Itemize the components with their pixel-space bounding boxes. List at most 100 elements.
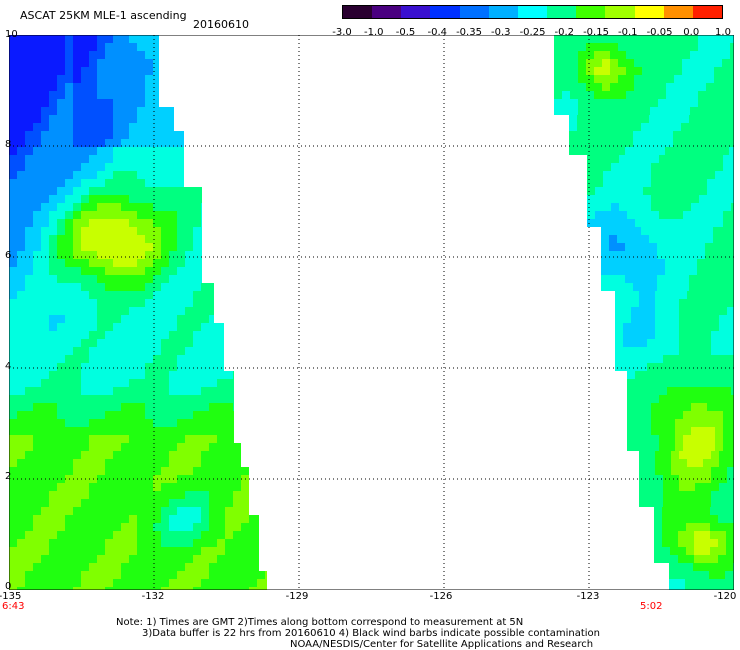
swath-cell — [713, 283, 721, 291]
swath-cell — [642, 51, 650, 59]
swath-cell — [662, 539, 670, 547]
swath-cell — [671, 363, 679, 371]
swath-cell — [65, 339, 73, 347]
swath-cell — [145, 555, 153, 563]
swath-cell — [105, 235, 113, 243]
swath-cell — [81, 115, 89, 123]
swath-cell — [89, 275, 97, 283]
swath-cell — [617, 259, 625, 267]
swath-cell — [689, 147, 697, 155]
swath-cell — [659, 179, 667, 187]
swath-cell — [658, 67, 666, 75]
swath-cell — [697, 251, 705, 259]
swath-cell — [209, 451, 217, 459]
swath-cell — [671, 307, 679, 315]
swath-cell — [25, 75, 33, 83]
swath-cell — [654, 515, 662, 523]
swath-cell — [723, 187, 731, 195]
swath-cell — [97, 411, 105, 419]
swath-cell — [711, 499, 719, 507]
swath-cell — [25, 443, 33, 451]
swath-cell — [209, 531, 217, 539]
swath-cell — [73, 91, 81, 99]
swath-cell — [665, 275, 673, 283]
swath-cell — [627, 403, 635, 411]
swath-cell — [193, 259, 201, 267]
swath-cell — [639, 331, 647, 339]
swath-cell — [602, 67, 610, 75]
swath-cell — [113, 347, 121, 355]
swath-cell — [721, 275, 729, 283]
swath-cell — [723, 427, 731, 435]
swath-cell — [649, 259, 657, 267]
swath-cell — [113, 555, 121, 563]
swath-cell — [113, 259, 121, 267]
swath-cell — [9, 75, 17, 83]
swath-cell — [81, 339, 89, 347]
swath-cell — [89, 163, 97, 171]
swath-cell — [89, 347, 97, 355]
swath-cell — [153, 355, 161, 363]
swath-cell — [89, 59, 97, 67]
swath-cell — [153, 379, 161, 387]
swath-cell — [233, 419, 234, 427]
swath-cell — [137, 411, 145, 419]
swath-cell — [145, 531, 153, 539]
swath-cell — [9, 371, 17, 379]
swath-cell — [137, 235, 145, 243]
swath-cell — [729, 275, 734, 283]
swath-cell — [713, 115, 721, 123]
swath-cell — [731, 419, 734, 427]
swath-cell — [602, 83, 610, 91]
swath-cell — [89, 75, 97, 83]
swath-cell — [233, 499, 241, 507]
colorbar-label: -0.15 — [583, 27, 609, 38]
swath-cell — [586, 59, 594, 67]
swath-cell — [169, 275, 177, 283]
swath-cell — [65, 539, 73, 547]
swath-cell — [679, 491, 687, 499]
swath-cell — [675, 219, 683, 227]
swath-cell — [137, 91, 145, 99]
swath-cell — [703, 491, 711, 499]
swath-cell — [225, 507, 233, 515]
colorbar-label: -1.0 — [363, 27, 384, 38]
swath-cell — [713, 139, 721, 147]
swath-cell — [603, 195, 611, 203]
swath-cell — [121, 411, 129, 419]
swath-cell — [9, 195, 17, 203]
swath-cell — [683, 203, 691, 211]
swath-cell — [593, 115, 601, 123]
swath-cell — [41, 467, 49, 475]
swath-cell — [17, 451, 25, 459]
swath-cell — [81, 571, 89, 579]
swath-cell — [49, 99, 57, 107]
swath-cell — [153, 211, 161, 219]
swath-cell — [193, 203, 201, 211]
swath-cell — [193, 307, 201, 315]
swath-cell — [81, 91, 89, 99]
swath-cell — [729, 227, 734, 235]
swath-cell — [105, 339, 113, 347]
swath-cell — [153, 283, 161, 291]
swath-cell — [586, 51, 594, 59]
swath-cell — [97, 219, 105, 227]
swath-cell — [73, 571, 81, 579]
swath-cell — [89, 67, 97, 75]
swath-cell — [73, 195, 81, 203]
swath-cell — [25, 275, 33, 283]
swath-cell — [73, 515, 81, 523]
swath-cell — [193, 515, 201, 523]
swath-cell — [209, 387, 217, 395]
swath-cell — [9, 547, 17, 555]
swath-cell — [105, 355, 113, 363]
swath-cell — [81, 427, 89, 435]
swath-cell — [703, 451, 711, 459]
swath-cell — [169, 147, 177, 155]
swath-cell — [97, 187, 105, 195]
swath-cell — [169, 235, 177, 243]
swath-cell — [617, 275, 625, 283]
swath-cell — [675, 179, 683, 187]
swath-cell — [185, 267, 193, 275]
swath-cell — [657, 275, 665, 283]
